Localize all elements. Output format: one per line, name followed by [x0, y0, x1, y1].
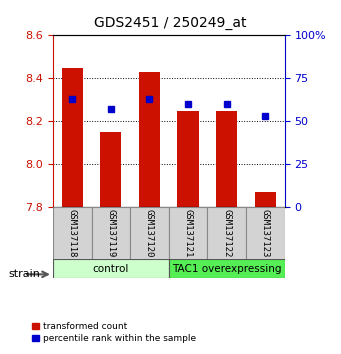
Text: TAC1 overexpressing: TAC1 overexpressing	[172, 264, 282, 274]
Text: GSM137119: GSM137119	[106, 210, 115, 258]
Bar	[91, 207, 130, 260]
Text: GDS2451 / 250249_at: GDS2451 / 250249_at	[94, 16, 247, 30]
Bar	[207, 207, 246, 260]
Legend: transformed count, percentile rank within the sample: transformed count, percentile rank withi…	[32, 322, 196, 343]
Text: strain: strain	[9, 269, 40, 279]
Bar	[100, 132, 121, 207]
Bar	[53, 207, 91, 260]
Bar	[216, 110, 237, 207]
Bar	[61, 68, 83, 207]
Text: GSM137120: GSM137120	[145, 210, 154, 258]
Bar	[169, 259, 285, 278]
Bar	[130, 207, 169, 260]
Bar	[246, 207, 285, 260]
Bar	[177, 110, 199, 207]
Text: GSM137123: GSM137123	[261, 210, 270, 258]
Bar	[53, 259, 169, 278]
Bar	[169, 207, 207, 260]
Text: GSM137118: GSM137118	[68, 210, 77, 258]
Text: GSM137122: GSM137122	[222, 210, 231, 258]
Text: control: control	[93, 264, 129, 274]
Bar	[255, 192, 276, 207]
Text: GSM137121: GSM137121	[183, 210, 193, 258]
Bar	[139, 72, 160, 207]
